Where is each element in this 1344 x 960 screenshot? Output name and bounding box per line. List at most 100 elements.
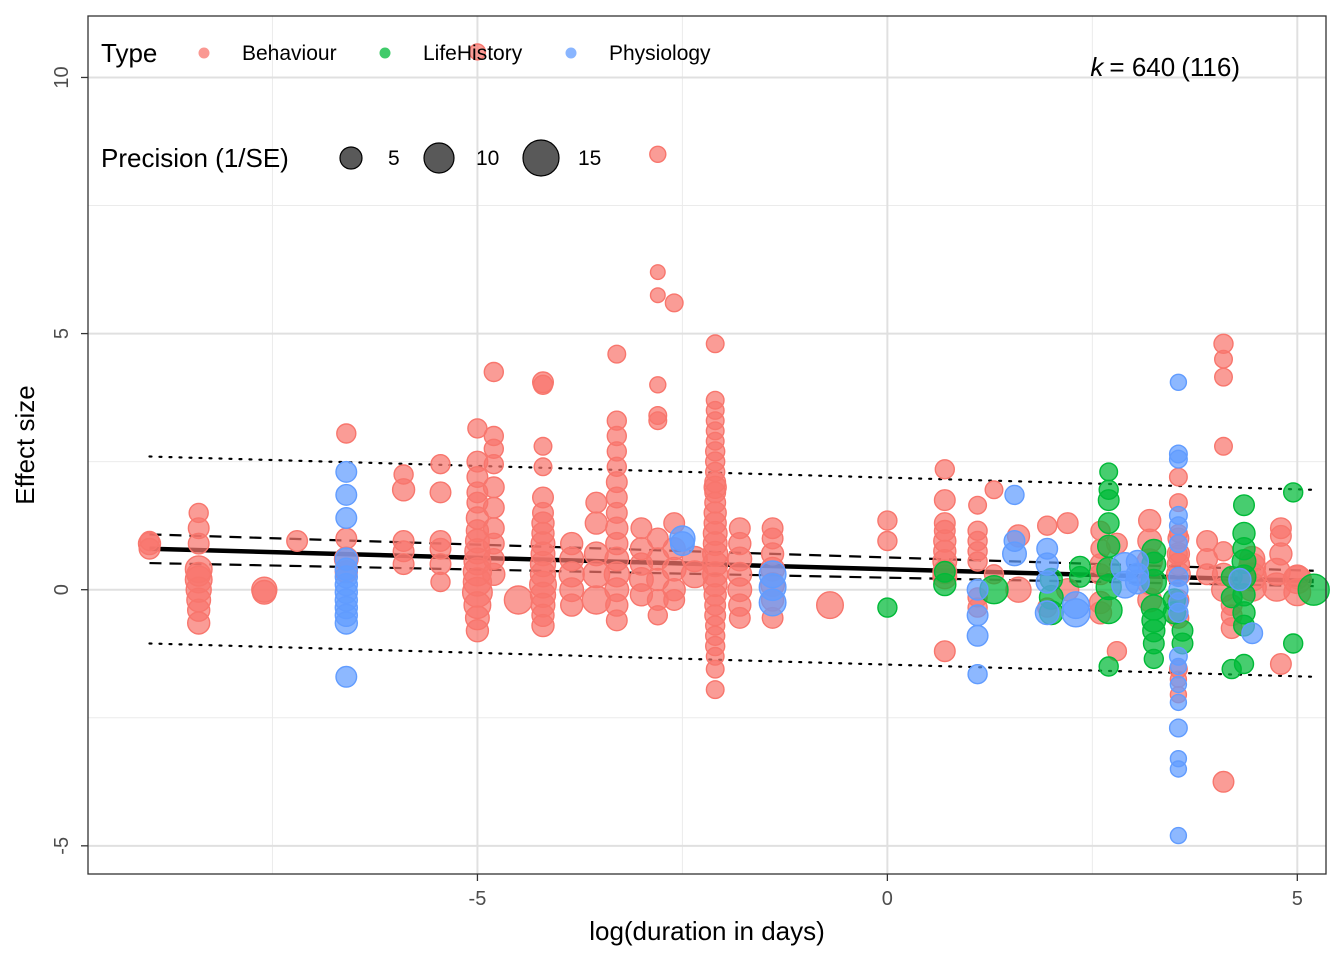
point-behaviour: [532, 501, 555, 524]
point-lifehistory: [1097, 512, 1120, 535]
point-physiology: [1168, 449, 1188, 469]
point-lifehistory: [1282, 633, 1304, 654]
legend-key-behaviour: [198, 47, 210, 59]
point-behaviour: [139, 530, 160, 552]
point-physiology: [1004, 484, 1025, 506]
x-axis-ticks: -5 0 5: [469, 874, 1303, 910]
point-behaviour: [630, 517, 653, 540]
point-physiology: [1228, 567, 1252, 592]
point-physiology: [1169, 373, 1188, 391]
k-annotation-text: k = 640 (116): [1090, 52, 1240, 82]
point-behaviour: [585, 491, 608, 514]
point-behaviour: [482, 548, 505, 571]
point-behaviour: [933, 640, 956, 663]
y-axis-ticks: -5 0 5 10: [51, 66, 88, 855]
point-behaviour: [1213, 436, 1233, 456]
point-behaviour: [532, 374, 554, 395]
point-physiology: [669, 531, 695, 557]
point-behaviour: [393, 464, 414, 485]
point-behaviour: [649, 264, 666, 281]
point-behaviour: [605, 531, 629, 556]
y-tick-label: 5: [51, 328, 73, 339]
point-lifehistory: [1098, 479, 1119, 500]
point-behaviour: [430, 571, 451, 593]
point-behaviour: [728, 517, 751, 540]
point-physiology: [966, 604, 989, 627]
point-physiology: [1125, 562, 1150, 586]
point-behaviour: [336, 423, 357, 444]
point-behaviour: [429, 553, 452, 576]
point-behaviour: [187, 532, 210, 555]
point-behaviour: [584, 511, 608, 535]
point-physiology: [1169, 675, 1188, 694]
point-behaviour: [531, 613, 555, 638]
point-behaviour: [605, 609, 628, 632]
point-behaviour: [465, 619, 490, 643]
point-behaviour: [606, 456, 627, 477]
point-behaviour: [186, 611, 211, 635]
point-behaviour: [933, 489, 956, 512]
point-lifehistory: [1098, 656, 1119, 677]
point-physiology: [1169, 693, 1188, 712]
legend-label-lifehistory: LifeHistory: [423, 42, 523, 65]
x-tick-label: -5: [469, 888, 487, 910]
plot-panel-border: [87, 15, 1327, 875]
point-behaviour: [335, 527, 358, 550]
point-behaviour: [1269, 524, 1292, 547]
point-behaviour: [1269, 653, 1292, 676]
y-tick-label: -5: [51, 837, 73, 855]
point-behaviour: [704, 491, 727, 514]
point-physiology: [1169, 657, 1188, 676]
point-behaviour: [503, 585, 534, 615]
x-tick-label: 5: [1292, 888, 1303, 910]
point-lifehistory: [1143, 648, 1165, 670]
k-count: = 640: [1109, 52, 1175, 82]
point-behaviour: [1168, 467, 1188, 487]
point-behaviour: [1212, 770, 1235, 793]
point-behaviour: [188, 502, 209, 524]
point-physiology: [1168, 534, 1188, 554]
point-behaviour: [648, 411, 668, 431]
legend-size-key-15: [522, 139, 560, 177]
point-behaviour: [1036, 515, 1058, 536]
point-physiology: [1003, 530, 1026, 553]
point-physiology: [966, 624, 989, 647]
point-behaviour: [251, 579, 277, 605]
point-behaviour: [703, 511, 727, 535]
legend-size-label-15: 15: [578, 147, 601, 170]
point-physiology: [758, 588, 787, 617]
point-behaviour: [392, 553, 415, 576]
point-behaviour: [530, 541, 556, 567]
point-physiology: [1035, 570, 1059, 594]
point-behaviour: [649, 145, 667, 164]
point-lifehistory: [1096, 534, 1121, 558]
point-physiology: [335, 507, 358, 530]
k-studies: (116): [1181, 52, 1240, 82]
point-behaviour: [1005, 576, 1032, 603]
point-behaviour: [1196, 563, 1219, 586]
prediction-interval-lower: [148, 642, 1315, 678]
point-behaviour: [816, 591, 845, 620]
point-behaviour: [531, 521, 555, 546]
point-physiology: [1241, 622, 1264, 645]
point-behaviour: [663, 589, 686, 612]
point-behaviour: [705, 659, 725, 679]
point-behaviour: [646, 527, 669, 550]
x-tick-label: 0: [882, 888, 893, 910]
point-behaviour: [468, 43, 487, 61]
point-behaviour: [1137, 508, 1162, 533]
point-behaviour: [933, 539, 957, 563]
point-behaviour: [429, 481, 452, 504]
y-axis-title: Effect size: [10, 385, 40, 504]
point-behaviour: [1213, 541, 1234, 562]
point-lifehistory: [1099, 462, 1119, 482]
point-behaviour: [286, 530, 309, 553]
legend-size-key-10: [423, 142, 455, 174]
point-behaviour: [705, 431, 725, 451]
point-behaviour: [605, 501, 628, 524]
point-behaviour: [984, 480, 1004, 500]
point-behaviour: [1213, 349, 1233, 369]
point-behaviour: [649, 287, 666, 304]
point-lifehistory: [1233, 653, 1255, 675]
